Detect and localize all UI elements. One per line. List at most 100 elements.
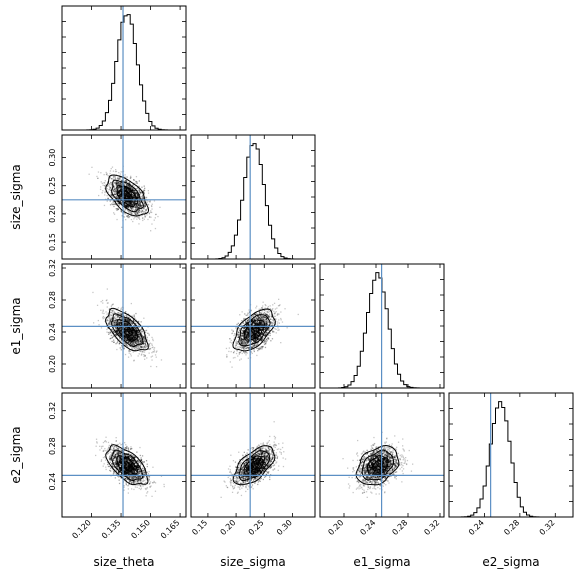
sample-point [266, 333, 268, 335]
sample-point [135, 213, 137, 215]
sample-point [117, 176, 119, 179]
sample-point [124, 196, 126, 198]
sample-point [104, 320, 106, 322]
sample-point [142, 473, 145, 475]
sample-point [238, 336, 240, 339]
sample-point [150, 356, 152, 358]
sample-point [111, 329, 113, 331]
sample-point [110, 194, 112, 196]
sample-point [124, 331, 126, 334]
sample-point [123, 345, 125, 347]
sample-point [236, 323, 238, 326]
sample-point [275, 328, 277, 330]
sample-point [251, 346, 253, 349]
sample-point [244, 341, 246, 343]
sample-point [124, 335, 127, 337]
sample-point [136, 213, 138, 215]
sample-point [148, 344, 151, 346]
sample-point [274, 328, 276, 330]
sample-point [110, 321, 112, 323]
sample-point [256, 331, 258, 333]
sample-point [138, 200, 140, 202]
sample-point [265, 326, 267, 329]
sample-point [140, 204, 142, 207]
sample-point [130, 215, 132, 217]
sample-point [145, 209, 147, 211]
sample-point [134, 191, 136, 193]
sample-point [113, 321, 115, 324]
sample-point [239, 336, 242, 339]
sample-point [244, 330, 247, 333]
sample-point [136, 207, 138, 209]
sample-point [263, 315, 265, 317]
sample-point [263, 329, 265, 331]
sample-point [106, 195, 108, 197]
sample-point [133, 211, 135, 213]
sample-point [128, 331, 130, 333]
sample-point [141, 210, 144, 212]
sample-point [243, 347, 245, 350]
sample-point [256, 354, 258, 357]
sample-point [124, 338, 126, 340]
sample-point [149, 201, 151, 203]
sample-point [243, 317, 245, 320]
sample-point [111, 314, 113, 317]
sample-point [115, 473, 117, 475]
sample-point [149, 347, 151, 350]
sample-point [268, 321, 270, 324]
sample-point [126, 447, 128, 449]
sample-point [109, 459, 111, 461]
sample-point [263, 330, 265, 332]
sample-point [129, 342, 132, 344]
sample-point [253, 330, 256, 332]
sample-point [263, 309, 265, 311]
sample-point [127, 200, 129, 202]
sample-point [248, 324, 251, 326]
sample-point [127, 346, 129, 348]
sample-point [267, 323, 269, 325]
sample-point [120, 335, 122, 337]
sample-point [133, 347, 135, 349]
sample-point [240, 334, 242, 336]
sample-point [135, 477, 137, 479]
sample-point [131, 194, 133, 196]
sample-point [258, 316, 260, 319]
sample-point [258, 308, 260, 310]
sample-point [140, 339, 142, 341]
sample-point [123, 322, 126, 324]
sample-point [117, 339, 119, 341]
sample-point [102, 316, 104, 318]
sample-point [264, 313, 266, 315]
sample-point [259, 309, 261, 311]
sample-point [125, 343, 127, 346]
sample-point [129, 202, 131, 204]
sample-point [130, 339, 132, 341]
sample-point [132, 346, 135, 348]
sample-point [118, 328, 120, 330]
sample-point [257, 342, 259, 344]
sample-point [278, 298, 280, 300]
sample-point [140, 334, 143, 336]
sample-point [110, 467, 112, 469]
sample-point [123, 328, 125, 330]
sample-point [119, 342, 121, 344]
sample-point [265, 342, 267, 344]
sample-point [251, 332, 253, 334]
sample-point [116, 452, 118, 454]
sample-point [241, 338, 243, 340]
sample-point [136, 342, 138, 344]
sample-point [243, 344, 246, 346]
sample-point [246, 334, 248, 336]
sample-point [144, 211, 146, 213]
sample-point [262, 318, 264, 320]
sample-point [275, 318, 277, 320]
sample-point [115, 321, 117, 324]
sample-point [138, 197, 140, 199]
sample-point [128, 352, 130, 354]
sample-point [117, 184, 120, 186]
y-tick-label: 0.32 [48, 259, 57, 277]
sample-point [133, 343, 135, 345]
sample-point [133, 341, 135, 343]
sample-point [233, 338, 235, 340]
sample-point [118, 322, 120, 324]
